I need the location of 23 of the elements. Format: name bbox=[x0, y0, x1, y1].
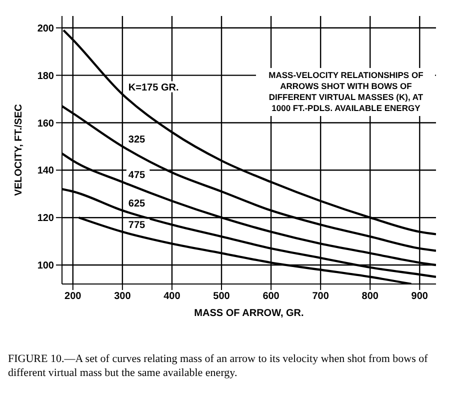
x-tick-label: 800 bbox=[362, 291, 379, 302]
y-tick-label: 160 bbox=[37, 118, 54, 130]
y-tick-label: 100 bbox=[37, 260, 54, 272]
y-tick-label: 120 bbox=[37, 213, 54, 224]
series-label: K=175 GR. bbox=[128, 82, 179, 94]
series-label: 625 bbox=[128, 198, 146, 210]
x-tick-label: 300 bbox=[114, 291, 132, 302]
caption: FIGURE 10.—A set of curves relating mass of an arrow to its velocity when shot from bows of different virtual mass but the same available energy. bbox=[8, 352, 429, 380]
x-tick-label: 700 bbox=[312, 291, 330, 302]
x-tick-label: 200 bbox=[64, 291, 82, 302]
y-axis-title: VELOCITY, FT./SEC bbox=[14, 104, 25, 196]
x-tick-label: 500 bbox=[213, 291, 230, 302]
series-label: 775 bbox=[128, 220, 146, 231]
x-tick-label: 900 bbox=[411, 291, 428, 302]
text: MASS-VELOCITY RELATIONSHIPS OF ARROWS SHOT WITH BOWS OF DIFFERENT VIRTUAL MASSES (K), AT 1000 FT.-PDLS. AVAILABLE ENERGY bbox=[256, 68, 436, 116]
series-label: 325 bbox=[128, 134, 146, 146]
x-tick-label: 400 bbox=[164, 291, 181, 302]
series-label: 475 bbox=[128, 170, 146, 182]
y-tick-label: 180 bbox=[37, 70, 54, 82]
x-axis-title: MASS OF ARROW, GR. bbox=[194, 308, 304, 319]
y-tick-label: 200 bbox=[37, 23, 54, 34]
y-tick-label: 140 bbox=[37, 166, 54, 177]
x-tick-label: 600 bbox=[262, 291, 280, 302]
